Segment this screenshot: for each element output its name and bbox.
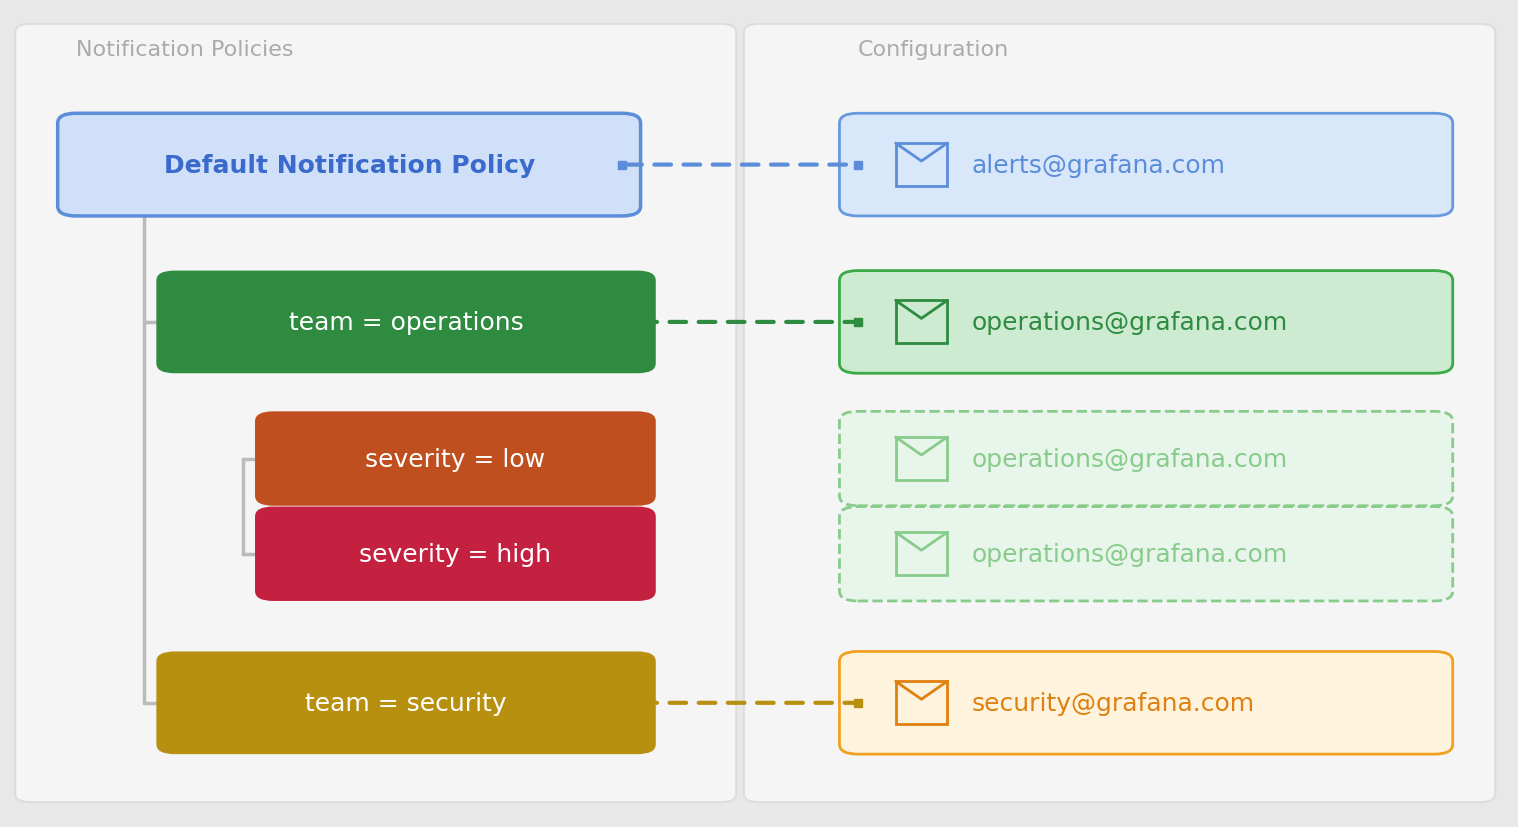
- FancyBboxPatch shape: [156, 271, 656, 374]
- Text: Configuration: Configuration: [858, 40, 1009, 60]
- FancyBboxPatch shape: [744, 25, 1495, 802]
- Text: alerts@grafana.com: alerts@grafana.com: [972, 154, 1225, 177]
- Text: Default Notification Policy: Default Notification Policy: [164, 154, 534, 177]
- FancyBboxPatch shape: [255, 412, 656, 506]
- Text: Notification Policies: Notification Policies: [76, 40, 293, 60]
- FancyBboxPatch shape: [839, 412, 1453, 506]
- Text: operations@grafana.com: operations@grafana.com: [972, 447, 1287, 471]
- FancyBboxPatch shape: [255, 507, 656, 601]
- FancyBboxPatch shape: [839, 507, 1453, 601]
- Text: severity = high: severity = high: [360, 543, 551, 566]
- FancyBboxPatch shape: [839, 114, 1453, 217]
- Text: operations@grafana.com: operations@grafana.com: [972, 543, 1287, 566]
- Text: team = security: team = security: [305, 691, 507, 715]
- FancyBboxPatch shape: [839, 652, 1453, 754]
- Text: security@grafana.com: security@grafana.com: [972, 691, 1255, 715]
- FancyBboxPatch shape: [156, 652, 656, 754]
- Text: team = operations: team = operations: [288, 311, 524, 334]
- FancyBboxPatch shape: [15, 25, 736, 802]
- Text: severity = low: severity = low: [366, 447, 545, 471]
- FancyBboxPatch shape: [58, 114, 641, 217]
- Text: operations@grafana.com: operations@grafana.com: [972, 311, 1287, 334]
- FancyBboxPatch shape: [839, 271, 1453, 374]
